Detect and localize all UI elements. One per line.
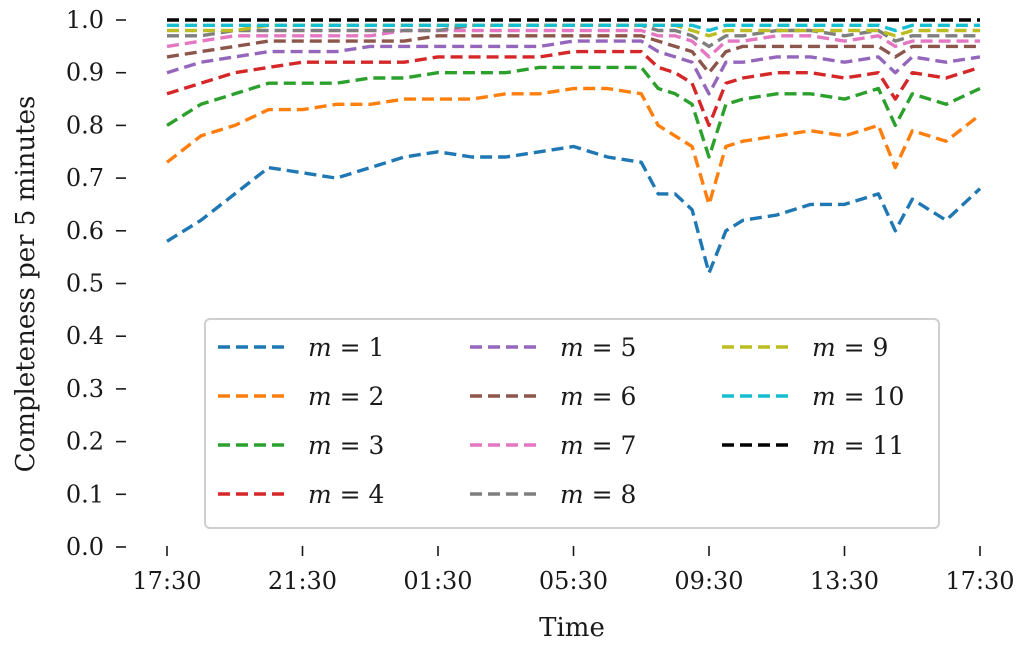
series-line-m4: [166, 49, 981, 128]
legend-label-variable: m: [308, 480, 332, 509]
y-axis-title: Completeness per 5 minutes: [11, 96, 41, 473]
legend-entry-m9: m = 9: [722, 333, 888, 362]
y-tick-label: 0.7: [66, 164, 104, 192]
y-tick-label: 0.3: [66, 375, 104, 403]
legend-entry-m2: m = 2: [218, 382, 384, 411]
y-tick-label: 0.6: [66, 217, 104, 245]
x-tick-label: 13:30: [810, 567, 879, 595]
legend-label: m = 11: [812, 431, 904, 460]
legend-label-value: = 11: [836, 431, 905, 460]
legend-label-variable: m: [812, 333, 836, 362]
y-tick-label: 0.8: [66, 111, 104, 139]
x-tick-label: 01:30: [403, 567, 472, 595]
series-line-m5: [166, 39, 981, 96]
y-axis: 0.0 0.1 0.2 0.3 0.4 0.5 0.6 0.7 0.8 0.9 1.0: [66, 6, 126, 561]
legend-label-variable: m: [308, 333, 332, 362]
legend-label-variable: m: [560, 382, 584, 411]
series-line-m10: [167, 23, 980, 33]
legend-entry-m8: m = 8: [470, 480, 636, 509]
legend-entry-m11: m = 11: [722, 431, 904, 460]
legend-label-variable: m: [308, 382, 332, 411]
y-tick-label: 0.1: [66, 480, 104, 508]
legend-entry-m1: m = 1: [218, 333, 384, 362]
x-tick-label: 09:30: [674, 567, 743, 595]
y-tick-label: 1.0: [66, 6, 104, 34]
legend-label: m = 1: [308, 333, 384, 362]
x-tick-label: 17:30: [132, 567, 201, 595]
legend-entry-m10: m = 10: [722, 382, 904, 411]
legend-label: m = 7: [560, 431, 636, 460]
y-tick-label: 0.9: [66, 59, 104, 87]
x-axis: 17:30 21:30 01:30 05:30 09:30 13:30 17:30: [132, 546, 1015, 595]
y-tick-label: 0.2: [66, 428, 104, 456]
series-line-m1: [166, 144, 982, 275]
x-tick-label: 05:30: [539, 567, 608, 595]
legend-label-variable: m: [560, 431, 584, 460]
legend-entries: m = 1m = 2m = 3m = 4m = 5m = 6m = 7m = 8…: [218, 333, 904, 509]
legend-entry-m7: m = 7: [470, 431, 636, 460]
legend-label: m = 10: [812, 382, 904, 411]
legend-label-value: = 7: [584, 431, 637, 460]
x-tick-label: 17:30: [945, 567, 1014, 595]
series-line-m8: [167, 23, 980, 49]
legend-entry-m3: m = 3: [218, 431, 384, 460]
legend-label-value: = 4: [332, 480, 385, 509]
series-lines: [165, 18, 982, 275]
legend-label: m = 4: [308, 480, 384, 509]
legend-label-variable: m: [560, 480, 584, 509]
legend-entry-m4: m = 4: [218, 480, 384, 509]
series-line-m7: [166, 28, 980, 59]
legend-label-value: = 9: [836, 333, 889, 362]
series-line-m2: [165, 86, 982, 207]
legend-label-value: = 1: [332, 333, 385, 362]
legend-label-value: = 3: [332, 431, 385, 460]
y-tick-label: 0.0: [66, 533, 104, 561]
legend-label: m = 9: [812, 333, 888, 362]
legend-label-value: = 8: [584, 480, 637, 509]
legend-label-value: = 10: [836, 382, 905, 411]
legend-entry-m6: m = 6: [470, 382, 636, 411]
legend-label: m = 2: [308, 382, 384, 411]
series-line-m3: [166, 65, 981, 159]
legend-label-variable: m: [560, 333, 584, 362]
legend-frame: [204, 318, 940, 529]
legend-label-value: = 5: [584, 333, 637, 362]
series-line-m6: [166, 34, 980, 75]
legend-label-variable: m: [812, 431, 836, 460]
plot-area: [165, 18, 982, 275]
legend-label-value: = 2: [332, 382, 385, 411]
legend-label-variable: m: [308, 431, 332, 460]
legend: m = 1m = 2m = 3m = 4m = 5m = 6m = 7m = 8…: [204, 318, 940, 529]
legend-label: m = 3: [308, 431, 384, 460]
legend-label-variable: m: [812, 382, 836, 411]
y-tick-label: 0.4: [66, 322, 104, 350]
x-tick-label: 21:30: [268, 567, 337, 595]
legend-label: m = 5: [560, 333, 636, 362]
legend-label: m = 6: [560, 382, 636, 411]
x-axis-title: Time: [539, 613, 605, 643]
legend-label: m = 8: [560, 480, 636, 509]
legend-entry-m5: m = 5: [470, 333, 636, 362]
legend-label-value: = 6: [584, 382, 637, 411]
y-tick-label: 0.5: [66, 270, 104, 298]
